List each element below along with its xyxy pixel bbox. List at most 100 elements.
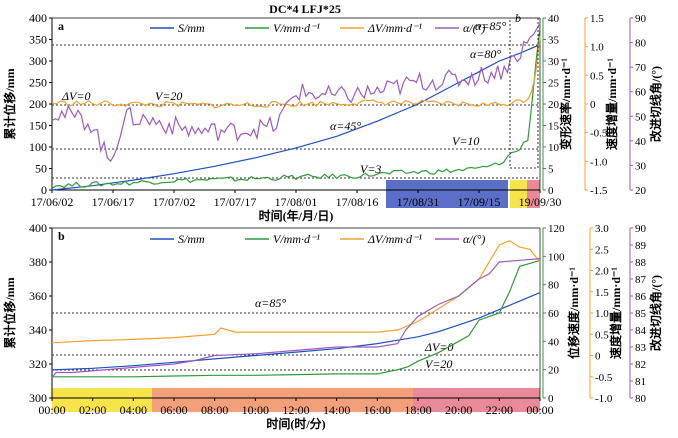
legend-label: α/(°) — [463, 21, 485, 35]
x-tick-label: 17/08/01 — [275, 195, 318, 209]
x-tick-label: 12:00 — [282, 403, 309, 417]
y3-tick-label: 0.5 — [590, 70, 604, 82]
y4-tick-label: 50 — [635, 111, 647, 123]
legend-label: S/mm — [178, 21, 205, 35]
y3-tick-label: -1.5 — [590, 185, 608, 197]
legend-label: V/mm·d⁻¹ — [273, 232, 320, 246]
y2-tick-label: 30 — [548, 56, 560, 68]
legend-label: S/mm — [178, 232, 205, 246]
y1-tick-label: 340 — [29, 323, 47, 337]
y2-tick-label: 10 — [548, 142, 560, 154]
y2-tick-label: 20 — [548, 365, 560, 377]
x-tick-label: 17/06/17 — [92, 195, 135, 209]
y3-tick-label: 1.5 — [590, 13, 604, 25]
y4-tick-label: 81 — [635, 376, 646, 388]
x-tick-label: 19/09/30 — [519, 195, 562, 209]
y3-tick-label: -0.5 — [590, 128, 608, 140]
annotation: V=10 — [452, 134, 479, 148]
y4-tick-label: 85 — [635, 308, 647, 320]
x-tick-label: 00:00 — [38, 403, 65, 417]
y3-tick-label: -1.0 — [590, 156, 608, 168]
x-tick-label: 08:00 — [201, 403, 228, 417]
y1-tick-label: 50 — [35, 162, 47, 176]
y3-tick-label: -0.5 — [595, 372, 613, 384]
x-tick-label: 22:00 — [486, 403, 513, 417]
annotation: ΔV=0 — [61, 89, 90, 103]
y2-tick-label: 35 — [548, 35, 560, 47]
x-tick-label: 10:00 — [242, 403, 269, 417]
y1-tick-label: 250 — [29, 76, 47, 90]
x-tick-label: 17/09/15 — [458, 195, 501, 209]
x-tick-label: 20:00 — [445, 403, 472, 417]
y4-tick-label: 89 — [635, 240, 647, 252]
y3-tick-label: 1.0 — [590, 42, 604, 54]
panel-letter: a — [58, 19, 64, 33]
y3-tick-label: 2.5 — [595, 244, 609, 256]
y3-tick-label: 0 — [595, 351, 601, 363]
y4-tick-label: 40 — [635, 136, 647, 148]
y2-tick-label: 25 — [548, 78, 560, 90]
y2-tick-label: 0 — [548, 185, 554, 197]
y2-tick-label: 20 — [548, 99, 560, 111]
y1-tick-label: 200 — [29, 97, 47, 111]
y3-label: 速度增量/mm·d⁻¹ — [608, 267, 623, 359]
y4-label: 改进切线角/(°) — [648, 66, 663, 142]
series-line-S — [51, 292, 541, 371]
band-undefined — [527, 180, 540, 208]
y2-tick-label: 40 — [548, 336, 560, 348]
annotation: α=85° — [475, 19, 506, 33]
x-tick-label: 18:00 — [404, 403, 431, 417]
y1-tick-label: 300 — [29, 54, 47, 68]
y4-tick-label: 30 — [635, 160, 647, 172]
legend-label: V/mm·d⁻¹ — [273, 21, 320, 35]
panel-letter: b — [58, 229, 65, 243]
y1-tick-label: 400 — [29, 221, 47, 235]
y4-tick-label: 80 — [635, 393, 647, 405]
y1-tick-label: 350 — [29, 33, 47, 47]
x-tick-label: 17/07/02 — [153, 195, 196, 209]
series-line-alpha — [51, 22, 541, 163]
y4-tick-label: 20 — [635, 185, 647, 197]
x-label: 时间(年/月/日) — [259, 208, 334, 223]
panel-a: DC*4 LFJ*2505010015020025030035040005101… — [2, 2, 663, 223]
x-tick-label: 17/08/31 — [397, 195, 440, 209]
y2-tick-label: 80 — [548, 280, 560, 292]
x-tick-label: 17/06/02 — [31, 195, 74, 209]
y2-tick-label: 15 — [548, 121, 560, 133]
y1-tick-label: 0 — [41, 183, 47, 197]
x-tick-label: 00:00 — [526, 403, 553, 417]
band-yellow — [52, 388, 152, 412]
y4-tick-label: 88 — [635, 257, 647, 269]
y3-label: 速度增量/mm·d⁻¹ — [604, 58, 619, 150]
y4-tick-label: 83 — [635, 342, 647, 354]
y2-tick-label: 100 — [548, 251, 565, 263]
y3-tick-label: 2.0 — [595, 266, 609, 278]
y2-tick-label: 5 — [548, 164, 554, 176]
y4-tick-label: 80 — [635, 38, 647, 50]
y4-tick-label: 90 — [635, 223, 647, 235]
y1-label: 累计位移/mm — [2, 68, 17, 139]
annotation: α=85° — [255, 296, 286, 310]
band-red — [413, 388, 540, 412]
y1-tick-label: 100 — [29, 140, 47, 154]
x-tick-label: 06:00 — [160, 403, 187, 417]
series-line-V — [52, 260, 541, 378]
x-label: 时间(时/分) — [266, 416, 325, 431]
y2-tick-label: 0 — [548, 393, 554, 405]
legend-label: ΔV/mm·d⁻¹ — [367, 21, 422, 35]
y1-tick-label: 360 — [29, 289, 47, 303]
y3-tick-label: 3.0 — [595, 223, 609, 235]
legend-label: α/(°) — [463, 232, 485, 246]
y1-tick-label: 380 — [29, 255, 47, 269]
y4-tick-label: 60 — [635, 87, 647, 99]
y1-tick-label: 320 — [29, 357, 47, 371]
y4-tick-label: 82 — [635, 359, 646, 371]
annotation: ΔV=0 — [424, 340, 453, 354]
x-tick-label: 02:00 — [79, 403, 106, 417]
zoom-box — [509, 17, 539, 169]
y4-label: 改进切线角/(°) — [648, 275, 663, 351]
annotation: V=3 — [360, 162, 381, 176]
annotation: α=45° — [330, 119, 361, 133]
